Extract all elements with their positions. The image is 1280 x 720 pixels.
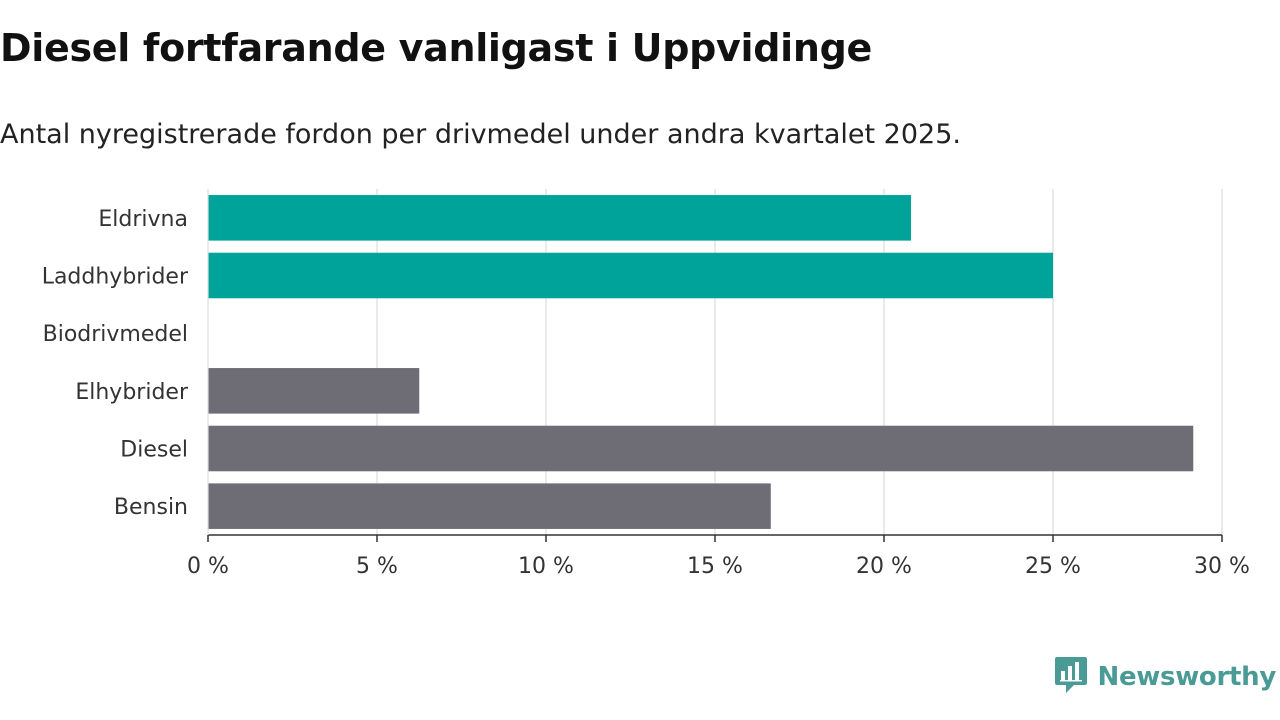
category-label: Eldrivna — [98, 207, 188, 232]
x-axis: 0 % 5 % 10 % 15 % 20 % 25 % 30 % — [187, 189, 1250, 579]
x-tick-label: 25 % — [1025, 554, 1081, 579]
chart-subtitle: Antal nyregistrerade fordon per drivmede… — [0, 119, 961, 150]
brand-name: Newsworthy — [1097, 662, 1277, 692]
category-label: Biodrivmedel — [43, 322, 188, 347]
x-tick-label: 30 % — [1194, 554, 1250, 579]
category-label: Laddhybrider — [42, 265, 189, 290]
x-tick-label: 20 % — [856, 554, 912, 579]
x-tick-label: 10 % — [518, 554, 574, 579]
x-tick-label: 5 % — [356, 554, 398, 579]
x-tick-label: 15 % — [687, 554, 743, 579]
category-labels: Eldrivna Laddhybrider Biodrivmedel Elhybrid… — [42, 207, 189, 520]
category-label: Elhybrider — [75, 380, 189, 405]
grid-lines — [376, 189, 1223, 535]
bar-eldrivna — [208, 195, 912, 241]
bar-elhybrider — [208, 368, 420, 414]
bar-diesel — [208, 425, 1194, 472]
bars — [208, 195, 1194, 529]
newsworthy-logo-icon — [1054, 655, 1088, 699]
bar-bensin — [208, 483, 771, 529]
category-label: Bensin — [114, 495, 188, 520]
chart-title: Diesel fortfarande vanligast i Uppviding… — [0, 26, 872, 70]
category-label: Diesel — [120, 438, 188, 463]
bar-laddhybrider — [208, 252, 1053, 299]
x-tick-label: 0 % — [187, 554, 229, 579]
brand-logo: Newsworthy — [1054, 655, 1276, 699]
